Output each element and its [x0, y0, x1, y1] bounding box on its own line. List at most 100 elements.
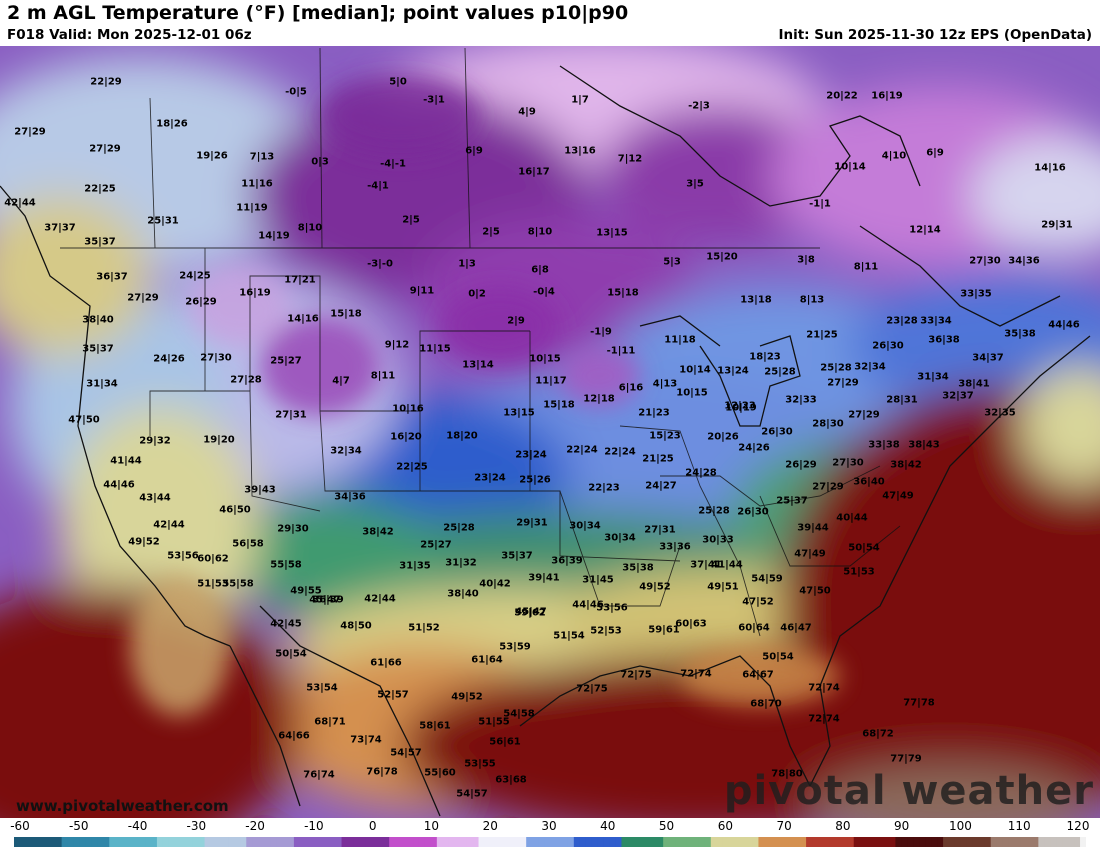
point-value-label: 24|25 [179, 270, 211, 282]
point-value-label: 47|52 [742, 596, 774, 608]
point-value-label: 40|44 [836, 512, 868, 524]
point-value-label: 1|7 [571, 94, 589, 106]
color-scale-swatch [514, 837, 521, 847]
point-value-label: 27|30 [832, 457, 864, 469]
color-scale-swatch [73, 837, 81, 847]
color-scale-swatch [889, 837, 897, 847]
point-value-label: 44|46 [1048, 319, 1080, 331]
color-scale-swatch [442, 837, 450, 847]
color-scale-tick: 10 [423, 819, 440, 833]
color-scale-swatch [353, 837, 361, 847]
point-value-label: 31|34 [917, 371, 949, 383]
color-scale-swatch [966, 837, 974, 847]
color-scale-swatch [1026, 837, 1033, 847]
site-url: www.pivotalweather.com [16, 797, 229, 815]
point-value-label: 32|37 [942, 390, 974, 402]
color-scale-swatch [752, 837, 760, 847]
point-value-label: 4|7 [332, 375, 350, 387]
color-scale-swatch [460, 837, 468, 847]
color-scale-swatch [436, 837, 444, 847]
point-value-label: 72|75 [576, 683, 608, 695]
color-scale-swatch [222, 837, 229, 847]
color-scale-swatch [919, 837, 926, 847]
color-scale-swatch [758, 837, 765, 847]
point-value-label: 11|18 [664, 334, 696, 346]
color-scale-swatch [430, 837, 438, 847]
point-value-label: 0|2 [468, 288, 486, 300]
point-value-label: 42|44 [4, 197, 36, 209]
point-value-label: 73|74 [350, 734, 382, 746]
color-scale-swatch [270, 837, 277, 847]
point-value-label: 49|52 [128, 536, 160, 548]
color-scale-swatch [317, 837, 325, 847]
point-value-label: 64|66 [278, 730, 310, 742]
color-scale-swatch [401, 837, 408, 847]
point-value-label: 24|28 [685, 467, 717, 479]
point-value-label: 32|34 [330, 445, 362, 457]
point-value-label: 53|56 [167, 550, 199, 562]
point-value-label: 2|5 [482, 226, 500, 238]
point-value-label: 30|34 [604, 532, 636, 544]
point-value-label: -0|5 [285, 86, 307, 98]
point-value-label: 11|17 [535, 375, 567, 387]
watermark-logo: pivotal weather [723, 768, 1094, 814]
color-scale-swatch [204, 837, 212, 847]
point-value-label: 49|55 [290, 585, 322, 597]
point-value-label: 49|52 [451, 691, 483, 703]
point-value-label: 47|50 [68, 414, 100, 426]
point-value-label: 5|3 [663, 256, 681, 268]
color-scale-swatch [710, 837, 718, 847]
point-value-label: 27|29 [89, 143, 121, 155]
point-value-label: 12|23 [724, 400, 756, 412]
color-scale-swatch [1050, 837, 1057, 847]
point-value-label: 50|54 [275, 648, 307, 660]
point-value-label: 21|25 [806, 329, 838, 341]
point-value-label: 10|15 [529, 353, 561, 365]
point-value-label: 15|18 [330, 308, 362, 320]
color-scale-swatch [943, 837, 950, 847]
point-value-label: 23|28 [886, 315, 918, 327]
point-value-label: 12|18 [583, 393, 615, 405]
point-value-label: 76|74 [303, 769, 335, 781]
point-value-label: 25|26 [519, 474, 551, 486]
color-scale-swatch [454, 837, 462, 847]
color-scale-swatch [121, 837, 128, 847]
point-value-label: 33|35 [960, 288, 992, 300]
color-scale-swatch [192, 837, 200, 847]
color-scale-swatch [31, 837, 39, 847]
color-scale-tick: 80 [835, 819, 851, 833]
point-value-label: 4|13 [652, 378, 678, 390]
init-time: Init: Sun 2025-11-30 12z EPS (OpenData) [778, 27, 1092, 43]
color-scale-swatch [591, 837, 599, 847]
point-value-label: 27|30 [200, 352, 232, 364]
point-value-label: 19|26 [196, 150, 228, 162]
point-value-label: 32|35 [984, 407, 1016, 419]
point-value-label: 13|15 [503, 407, 535, 419]
point-value-label: 18|26 [156, 118, 188, 130]
color-scale-tick: -20 [245, 819, 265, 833]
point-value-label: 8|11 [370, 370, 396, 382]
color-scale-swatch [675, 837, 682, 847]
color-scale-swatch [329, 837, 337, 847]
point-value-label: 12|14 [909, 224, 941, 236]
color-scale-swatch [240, 837, 247, 847]
color-scale-swatch [913, 837, 920, 847]
point-value-label: 27|29 [848, 409, 880, 421]
point-value-label: 44|46 [103, 479, 135, 491]
color-scale-swatch [818, 837, 825, 847]
color-scale-swatch [800, 837, 807, 847]
point-value-label: 27|29 [827, 377, 859, 389]
point-value-label: 24|26 [153, 353, 185, 365]
point-value-label: 32|33 [785, 394, 817, 406]
point-value-label: 11|16 [241, 178, 273, 190]
point-value-label: 29|31 [1041, 219, 1073, 231]
point-value-label: 22|29 [90, 76, 122, 88]
color-scale-swatch [156, 837, 164, 847]
point-value-label: 13|16 [564, 145, 596, 157]
color-scale-swatch [520, 837, 527, 847]
point-value-label: 4|9 [518, 106, 536, 118]
color-scale-swatch [168, 837, 176, 847]
point-value-label: 24|27 [645, 480, 677, 492]
color-scale-tick: 100 [948, 819, 972, 833]
color-scale-swatch [85, 837, 93, 847]
